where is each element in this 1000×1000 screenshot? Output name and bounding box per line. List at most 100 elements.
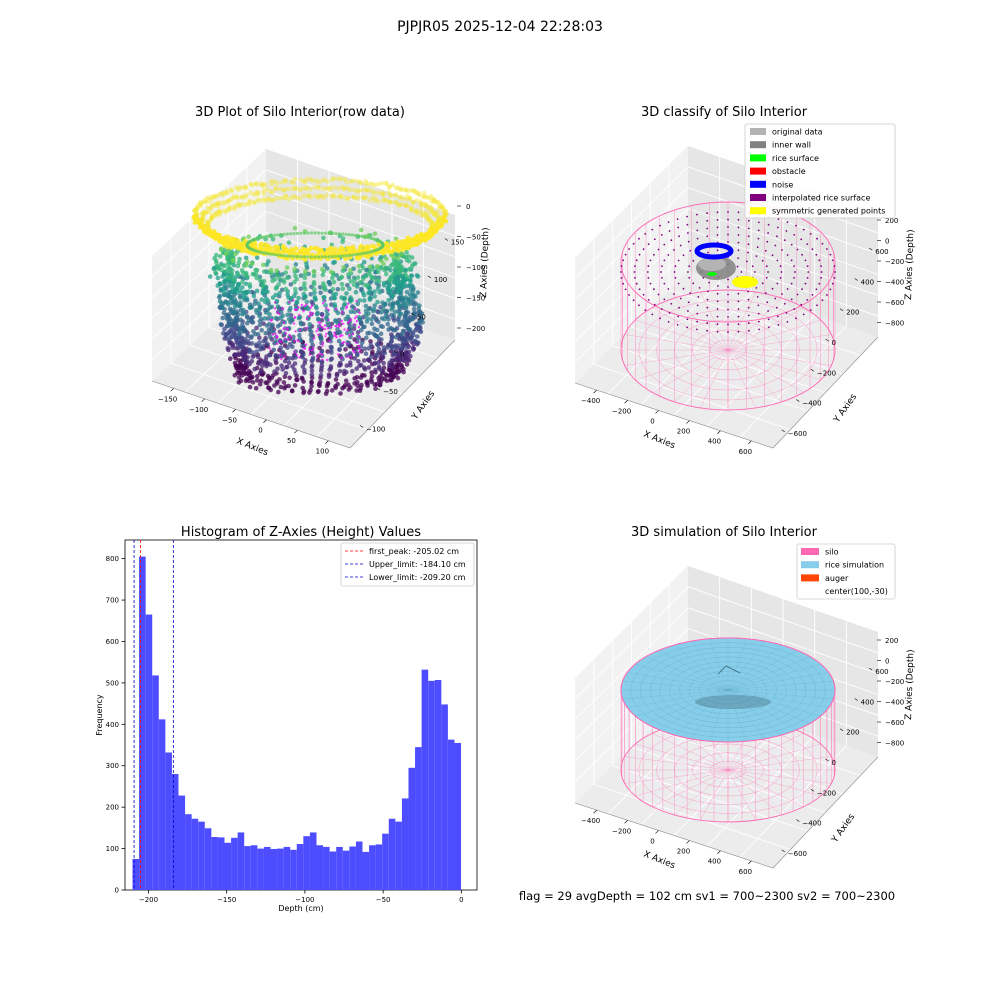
classify-interpolated-point <box>706 329 708 332</box>
raw-point <box>244 297 250 303</box>
raw-point <box>417 319 423 324</box>
raw-point <box>418 208 424 214</box>
histogram-bar <box>132 858 140 890</box>
raw-point <box>384 373 390 378</box>
classify-interpolated-point <box>727 301 729 303</box>
classify-interpolated-point <box>706 314 709 317</box>
raw-point <box>257 335 262 341</box>
raw-point <box>406 266 412 272</box>
classify-x-tick-label: 200 <box>677 428 690 436</box>
raw-point <box>239 202 245 207</box>
classify-interpolated-point <box>647 265 650 267</box>
raw-point <box>370 349 375 355</box>
raw-point <box>236 260 242 266</box>
raw-point <box>257 313 262 319</box>
raw-point <box>266 385 271 390</box>
raw-point <box>387 278 392 283</box>
raw-point <box>273 353 279 358</box>
simulation-legend-label: center(100,-30) <box>825 587 888 596</box>
raw-point <box>390 326 395 332</box>
classify-y-tick-label: −200 <box>817 369 836 377</box>
raw-point <box>364 380 370 385</box>
classify-interpolated-point <box>800 303 803 306</box>
raw-point <box>283 179 289 184</box>
raw-point <box>347 253 351 257</box>
raw-point <box>293 185 299 191</box>
raw-point <box>375 299 380 305</box>
raw-point <box>347 360 353 365</box>
classify-interpolated-point <box>815 253 818 256</box>
raw-point <box>259 297 265 302</box>
raw-point <box>203 209 209 215</box>
raw-point <box>226 198 232 204</box>
raw-point <box>192 208 198 214</box>
raw-x-tick-label: 100 <box>316 448 329 456</box>
raw-point <box>363 351 369 357</box>
histogram-y-tick-label: 300 <box>106 762 119 770</box>
raw-point <box>261 188 266 194</box>
raw-point <box>416 190 422 196</box>
histogram-y-tick-label: 400 <box>106 721 119 729</box>
raw-point <box>321 344 324 347</box>
raw-point <box>232 297 237 302</box>
raw-point <box>224 189 230 194</box>
raw-point <box>402 187 408 193</box>
raw-point <box>361 293 367 298</box>
raw-point <box>345 314 351 319</box>
raw-x-tick <box>325 440 329 444</box>
classify-interpolated-point <box>634 277 636 279</box>
raw-plot-title: 3D Plot of Silo Interior(row data) <box>195 105 405 120</box>
raw-point <box>230 205 236 211</box>
raw-point <box>391 286 396 292</box>
raw-point <box>202 198 208 204</box>
classify-interpolated-point <box>757 304 760 307</box>
classify-interpolated-point <box>676 218 679 221</box>
raw-point <box>348 268 353 273</box>
raw-point <box>239 274 244 280</box>
classify-interpolated-point <box>737 218 740 221</box>
classify-interpolated-point <box>800 238 803 241</box>
classify-interpolated-point <box>687 232 689 234</box>
raw-point <box>254 268 260 273</box>
raw-point <box>323 299 326 302</box>
raw-point <box>308 387 313 393</box>
raw-point <box>342 176 348 182</box>
simulation-rice-mesh <box>727 689 747 742</box>
classify-interpolated-point <box>786 288 789 290</box>
raw-point <box>338 176 344 182</box>
raw-point <box>381 360 387 366</box>
raw-point <box>268 267 274 273</box>
raw-point <box>281 187 286 193</box>
simulation-floor-spoke <box>727 769 821 797</box>
raw-point <box>390 303 395 308</box>
raw-point <box>247 347 252 353</box>
raw-point <box>311 273 317 279</box>
classify-interpolated-point <box>806 265 809 267</box>
raw-point <box>407 282 413 288</box>
raw-point <box>268 189 273 195</box>
raw-point <box>374 333 380 339</box>
raw-point <box>251 200 257 206</box>
raw-point <box>376 269 381 275</box>
raw-point <box>403 187 409 193</box>
simulation-x-tick <box>655 830 659 834</box>
classify-interpolated-point <box>806 277 809 279</box>
raw-point <box>288 312 294 318</box>
raw-point <box>327 331 333 336</box>
raw-point <box>404 193 410 199</box>
raw-point <box>331 231 335 235</box>
histogram-bar <box>309 832 317 890</box>
raw-point <box>335 286 341 292</box>
raw-point <box>203 222 209 228</box>
raw-point <box>261 269 267 274</box>
simulation-y-axis-label: Y Axies <box>830 812 858 845</box>
classify-interpolated-point <box>644 309 647 311</box>
raw-point <box>317 383 322 389</box>
raw-point <box>344 254 348 258</box>
raw-y-tick-label: 0 <box>400 351 404 359</box>
raw-point <box>251 192 257 197</box>
raw-point <box>320 353 323 356</box>
raw-point <box>411 346 417 352</box>
raw-point <box>409 273 414 279</box>
raw-point <box>237 256 242 262</box>
